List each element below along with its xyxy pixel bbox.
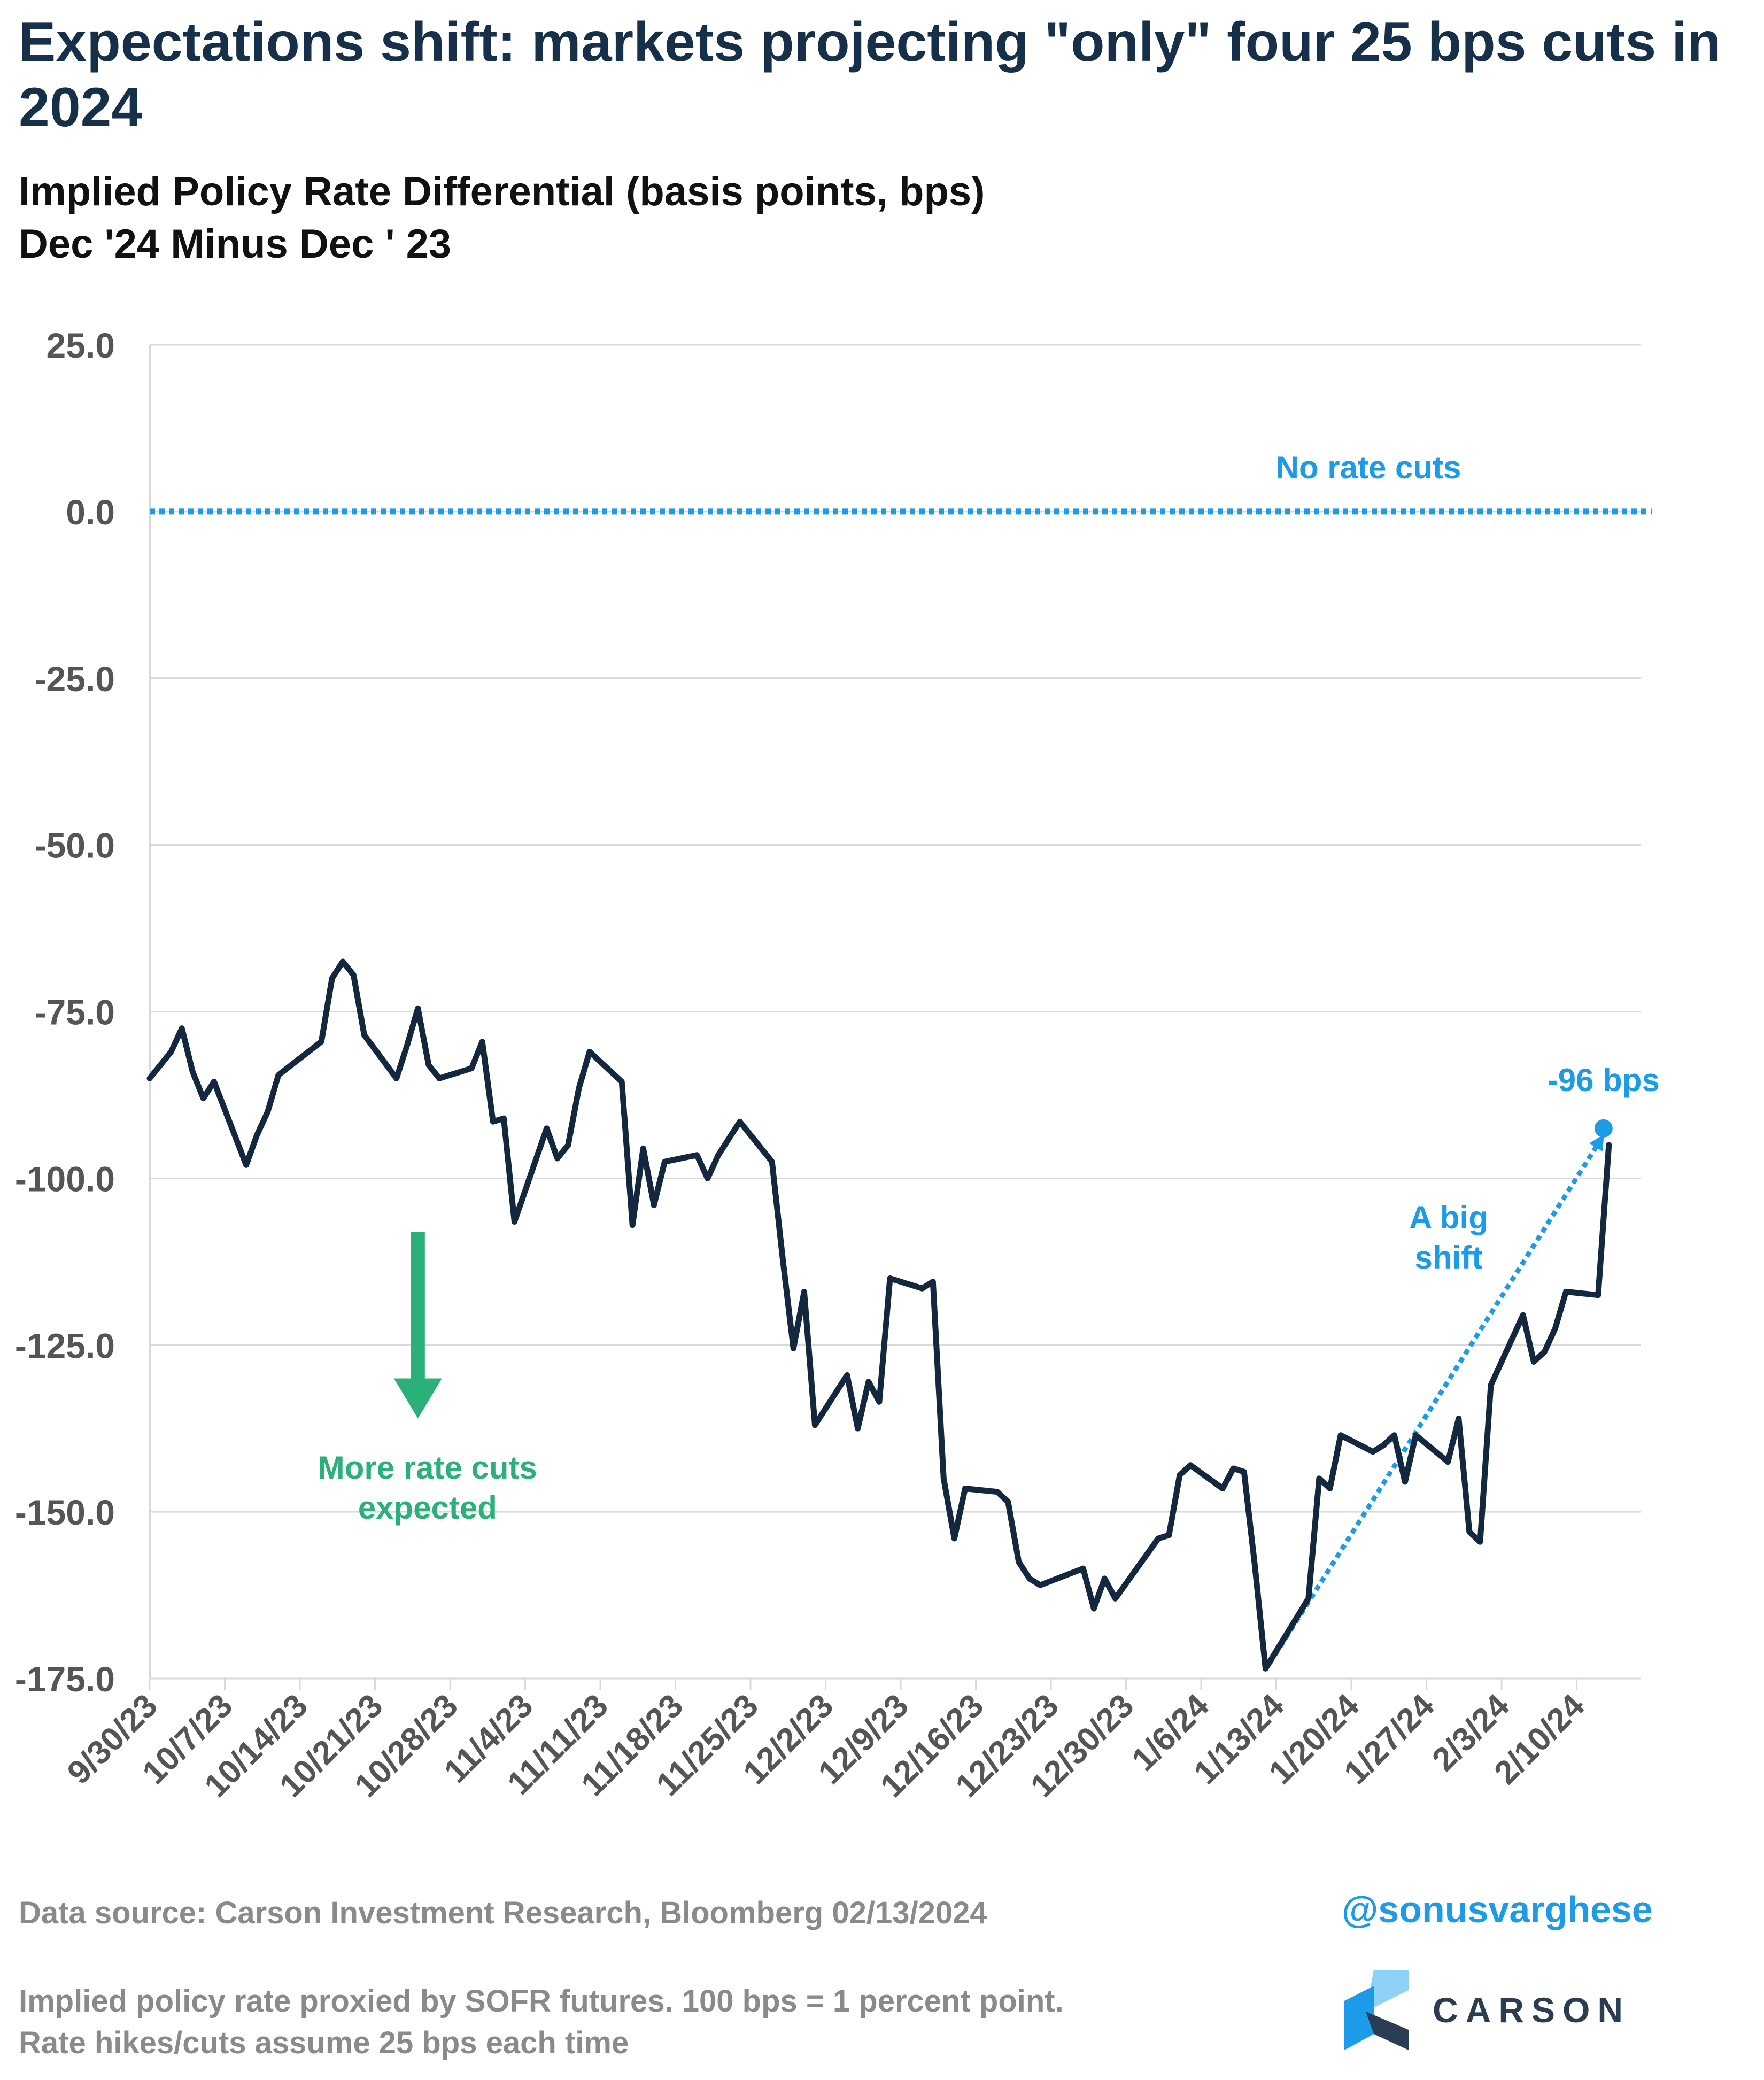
end-point-marker xyxy=(1594,1119,1613,1138)
big-shift-label-line-2: shift xyxy=(1415,1240,1483,1275)
down-arrow-head xyxy=(393,1378,442,1419)
carson-logo-icon xyxy=(1344,1970,1409,2050)
y-tick-label: 0.0 xyxy=(66,492,115,532)
y-tick-label: -150.0 xyxy=(15,1493,115,1532)
big-shift-label-line-1: A big xyxy=(1409,1200,1488,1235)
end-point-label: -96 bps xyxy=(1548,1062,1660,1098)
y-tick-label: -125.0 xyxy=(15,1326,115,1365)
subtitle-line-2: Dec '24 Minus Dec ' 23 xyxy=(19,221,452,267)
data-source-text: Data source: Carson Investment Research,… xyxy=(19,1896,987,1930)
chart-subtitle: Implied Policy Rate Differential (basis … xyxy=(19,166,1622,270)
series-layer: -96 bps xyxy=(146,958,1660,1672)
down-arrow-shaft xyxy=(411,1232,425,1381)
rate-differential-line xyxy=(146,958,1612,1672)
chart-title: Expectations shift: markets projecting "… xyxy=(19,11,1721,138)
more-cuts-label-line-2: expected xyxy=(358,1490,497,1526)
carson-logo-text: CARSON xyxy=(1433,1990,1631,2030)
y-tick-label: -100.0 xyxy=(15,1159,115,1198)
note-line-2: Rate hikes/cuts assume 25 bps each time xyxy=(19,2025,629,2060)
twitter-handle-link[interactable]: @sonusvarghese xyxy=(1342,1889,1653,1930)
more-cuts-label-line-1: More rate cuts xyxy=(318,1450,537,1486)
subtitle-line-1: Implied Policy Rate Differential (basis … xyxy=(19,169,985,214)
line-chart: 25.0 0.0 -25.0 -50.0 -75.0 -100.0 -125.0 -150.0… xyxy=(15,326,1660,1805)
y-tick-label: -25.0 xyxy=(35,659,115,699)
methodology-note: Implied policy rate proxied by SOFR futu… xyxy=(19,1981,1302,2064)
no-rate-cuts-label: No rate cuts xyxy=(1276,450,1461,485)
x-axis: 9/30/2310/7/2310/14/2310/21/2310/28/2311… xyxy=(60,1679,1592,1805)
y-axis: 25.0 0.0 -25.0 -50.0 -75.0 -100.0 -125.0 -150.0… xyxy=(15,326,115,1699)
grid-lines xyxy=(149,344,1641,1680)
y-tick-label: -175.0 xyxy=(15,1659,115,1699)
annotations: No rate cuts More rate cuts expected A big s… xyxy=(150,450,1652,1665)
y-tick-label: -75.0 xyxy=(35,993,115,1032)
note-line-1: Implied policy rate proxied by SOFR futu… xyxy=(19,1984,1064,2019)
y-tick-label: 25.0 xyxy=(47,326,115,365)
big-shift-trend-arrow xyxy=(1267,1134,1605,1665)
y-tick-label: -50.0 xyxy=(35,826,115,865)
